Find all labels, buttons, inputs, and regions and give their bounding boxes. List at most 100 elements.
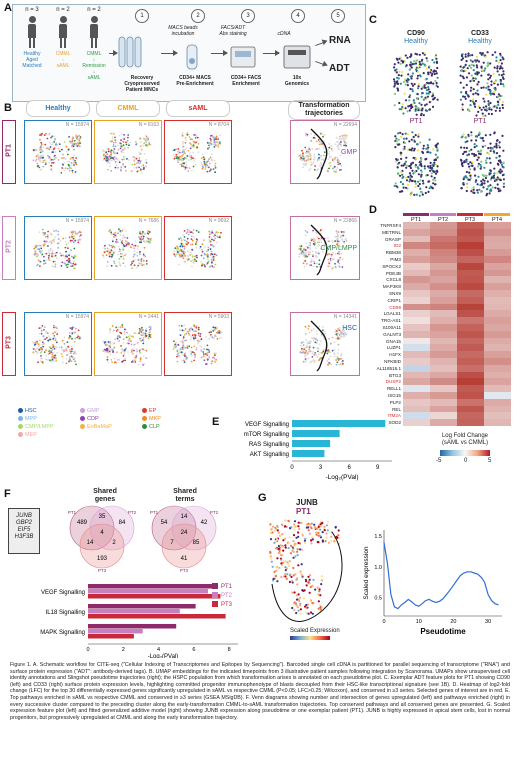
heatmap-cell [403, 405, 430, 413]
cell-point [412, 135, 415, 139]
cell-point [488, 192, 491, 195]
bar [88, 609, 180, 614]
cell-point [483, 182, 486, 185]
legend-item: EP [142, 408, 156, 415]
cell-point [486, 82, 489, 85]
cell-point [325, 524, 328, 527]
umap-scatter [102, 228, 152, 270]
cell-point [275, 566, 278, 569]
cell-point [480, 180, 483, 183]
cell-point [394, 135, 397, 138]
cell-point [281, 561, 284, 564]
cell-point [488, 76, 492, 79]
cell-point [400, 74, 403, 77]
cell-point [465, 136, 468, 139]
cell-point [432, 148, 435, 151]
umap-plot: N = 7686 [94, 216, 162, 280]
cell-point [493, 90, 496, 93]
cell-point [337, 536, 340, 539]
cell-point [426, 174, 429, 177]
cell-point [493, 66, 496, 69]
heatmap-cell [403, 392, 430, 399]
bar [292, 450, 325, 457]
cell-point [486, 151, 489, 154]
cell-point [459, 65, 462, 68]
cell-point [431, 92, 434, 95]
c-title-cd33: CD33 [471, 30, 489, 37]
heatmap-cell [484, 262, 511, 270]
cell-point [307, 580, 310, 583]
cell-point [293, 525, 296, 528]
cell-point [465, 189, 468, 193]
cell-point [427, 180, 430, 183]
venn-set-label: PT1 [68, 510, 77, 515]
cell-point [401, 105, 404, 109]
cell-point [421, 52, 424, 55]
umap-scatter [298, 224, 348, 276]
cell-point [436, 156, 439, 159]
heatmap-cell [457, 222, 484, 229]
heatmap-cell [430, 290, 457, 297]
cell-point [472, 64, 475, 67]
umap-plot: N = 5903 [164, 312, 232, 376]
cell-point [270, 528, 273, 531]
cell-point [420, 112, 423, 115]
cell-point [502, 83, 505, 86]
bar [88, 629, 143, 634]
cell-point [394, 146, 397, 149]
cell-point [293, 520, 297, 523]
cell-point [464, 141, 467, 144]
cell-point [279, 534, 282, 537]
cell-point [432, 94, 435, 97]
heatmap-cell [484, 290, 511, 297]
cell-point [292, 566, 295, 570]
cell-point [410, 175, 413, 178]
cell-point [499, 66, 502, 69]
cell-point [467, 153, 470, 156]
cell-point [319, 604, 322, 607]
venn-set-label: PT3 [180, 568, 189, 573]
step-2-label: CD34+ MACS Pre-Enrichment [176, 75, 214, 87]
cell-point [499, 160, 502, 163]
cell-point [315, 531, 318, 534]
cell-point [317, 527, 320, 530]
arrow [109, 50, 118, 56]
heatmap-cell [457, 235, 484, 243]
legend-swatch [212, 601, 218, 607]
cell-point [462, 133, 465, 136]
bar [88, 589, 208, 594]
cell-point [424, 158, 427, 161]
heatmap-cell [457, 419, 484, 426]
cell-point [466, 182, 469, 185]
cell-point [431, 72, 434, 75]
cell-point [305, 603, 308, 607]
cell-point [472, 186, 475, 189]
umap-plot: N = 8704 [164, 120, 232, 184]
cell-point [489, 101, 492, 105]
cell-point [395, 137, 398, 140]
heatmap-cell [430, 364, 457, 372]
cell-point [403, 78, 407, 81]
cell-point [274, 575, 277, 578]
cell-point [407, 175, 410, 179]
cell-point [496, 67, 499, 70]
cell-point [478, 106, 481, 109]
cell-point [409, 166, 412, 170]
cell-point [411, 131, 414, 134]
cell-point [316, 586, 319, 589]
step-4-label: 10x Genomics [284, 75, 310, 87]
cell-point [413, 101, 416, 105]
cell-point [489, 146, 492, 149]
cell-point [435, 72, 438, 75]
cell-point [425, 109, 429, 113]
cell-point [494, 51, 497, 54]
heatmap-cell [403, 351, 430, 358]
arrow-rna [315, 40, 327, 47]
cell-point [486, 192, 489, 195]
cell-point [402, 164, 405, 167]
heatmap-cell [457, 262, 484, 270]
cell-point [465, 146, 468, 150]
umap-scatter [32, 324, 82, 366]
cell-point [460, 146, 463, 149]
cell-point [467, 133, 470, 136]
